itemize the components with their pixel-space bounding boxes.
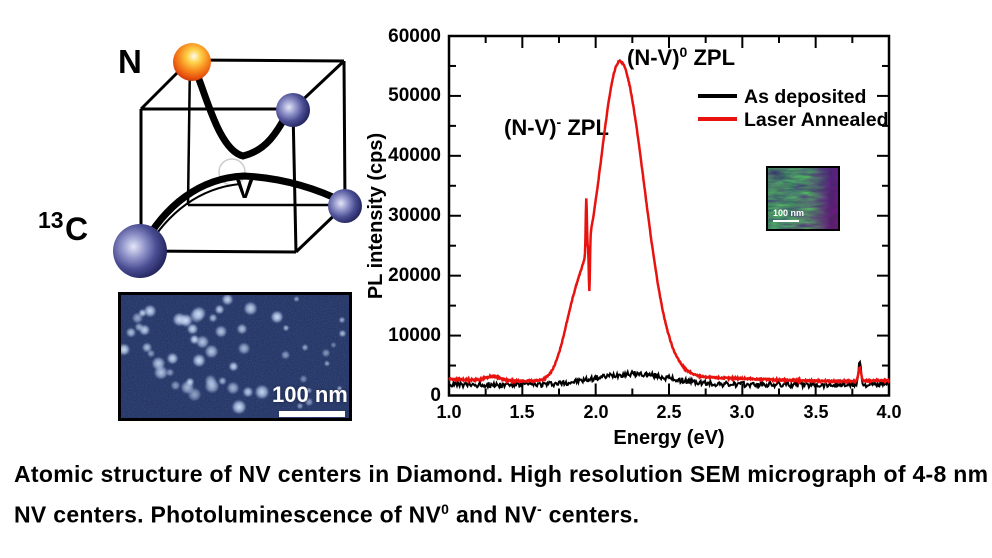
- svg-text:As deposited: As deposited: [744, 86, 866, 108]
- svg-text:30000: 30000: [388, 205, 441, 226]
- svg-text:3.0: 3.0: [729, 402, 754, 422]
- svg-text:PL intensity (cps): PL intensity (cps): [365, 133, 387, 299]
- svg-text:1.5: 1.5: [509, 402, 534, 422]
- svg-text:2.5: 2.5: [656, 402, 681, 422]
- svg-text:40000: 40000: [388, 145, 441, 166]
- svg-text:1.0: 1.0: [436, 402, 461, 422]
- svg-text:20000: 20000: [388, 265, 441, 286]
- svg-text:2.0: 2.0: [583, 402, 608, 422]
- svg-text:(N-V)0 ZPL: (N-V)0 ZPL: [627, 44, 735, 70]
- svg-text:3.5: 3.5: [803, 402, 828, 422]
- svg-text:4.0: 4.0: [876, 402, 901, 422]
- svg-text:10000: 10000: [388, 325, 441, 346]
- svg-text:50000: 50000: [388, 85, 441, 106]
- svg-text:Laser Annealed: Laser Annealed: [744, 109, 889, 131]
- svg-text:60000: 60000: [388, 26, 441, 47]
- svg-text:Energy (eV): Energy (eV): [613, 427, 724, 449]
- svg-text:(N-V)- ZPL: (N-V)- ZPL: [504, 114, 609, 140]
